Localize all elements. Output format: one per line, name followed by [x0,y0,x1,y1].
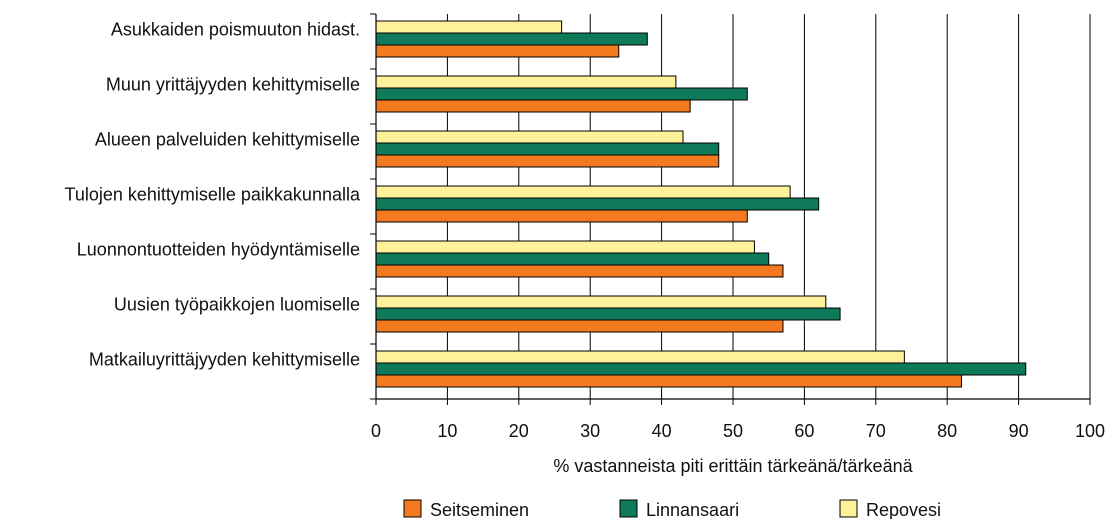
bar-linnansaari [375,197,820,211]
category-label: Luonnontuotteiden hyödyntämiselle [77,240,360,260]
bar-seitseminen [375,99,691,113]
x-tick-label: 50 [723,421,743,441]
x-axis-label: % vastanneista piti erittäin tärkeänä/tä… [553,456,913,476]
category-label: Uusien työpaikkojen luomiselle [114,295,360,315]
bar-linnansaari [375,87,748,101]
legend-swatch-repovesi [839,499,858,518]
axes [370,13,1091,405]
bar-seitseminen [375,374,962,388]
bars [375,20,1027,388]
bar-linnansaari [375,252,770,266]
bar-linnansaari [375,307,841,321]
legend-label: Seitseminen [430,500,529,519]
bar-repovesi [375,75,677,89]
x-tick-label: 20 [509,421,529,441]
category-label: Matkailuyrittäjyyden kehittymiselle [89,350,360,370]
bar-seitseminen [375,154,720,168]
category-labels: Asukkaiden poismuuton hidast. Muun yrittä… [65,20,361,370]
legend-swatch-seitseminen [403,499,422,518]
bar-seitseminen [375,319,784,333]
bar-repovesi [375,20,563,34]
x-tick-label: 40 [652,421,672,441]
bar-seitseminen [375,264,784,278]
bar-linnansaari [375,142,720,156]
x-tick-label: 70 [866,421,886,441]
legend: Seitseminen Linnansaari Repovesi [403,499,941,519]
category-label: Asukkaiden poismuuton hidast. [111,20,360,40]
x-tick-label: 80 [937,421,957,441]
bar-repovesi [375,185,791,199]
legend-label: Repovesi [866,500,941,519]
category-label: Alueen palveluiden kehittymiselle [95,130,360,150]
category-label: Tulojen kehittymiselle paikkakunnalla [65,185,361,205]
x-tick-label: 90 [1009,421,1029,441]
x-tick-label: 100 [1075,421,1105,441]
bar-repovesi [375,130,684,144]
category-label: Muun yrittäjyyden kehittymiselle [106,75,360,95]
x-tick-labels: 0 10 20 30 40 50 60 70 80 90 100 [371,421,1105,441]
bar-repovesi [375,350,905,364]
legend-swatch-linnansaari [619,499,638,518]
x-tick-label: 0 [371,421,381,441]
bar-linnansaari [375,32,648,46]
bar-linnansaari [375,362,1027,376]
bar-repovesi [375,295,827,309]
bar-repovesi [375,240,755,254]
x-tick-label: 60 [794,421,814,441]
bar-seitseminen [375,44,620,58]
x-tick-label: 10 [437,421,457,441]
legend-label: Linnansaari [646,500,739,519]
x-tick-label: 30 [580,421,600,441]
bar-seitseminen [375,209,748,223]
